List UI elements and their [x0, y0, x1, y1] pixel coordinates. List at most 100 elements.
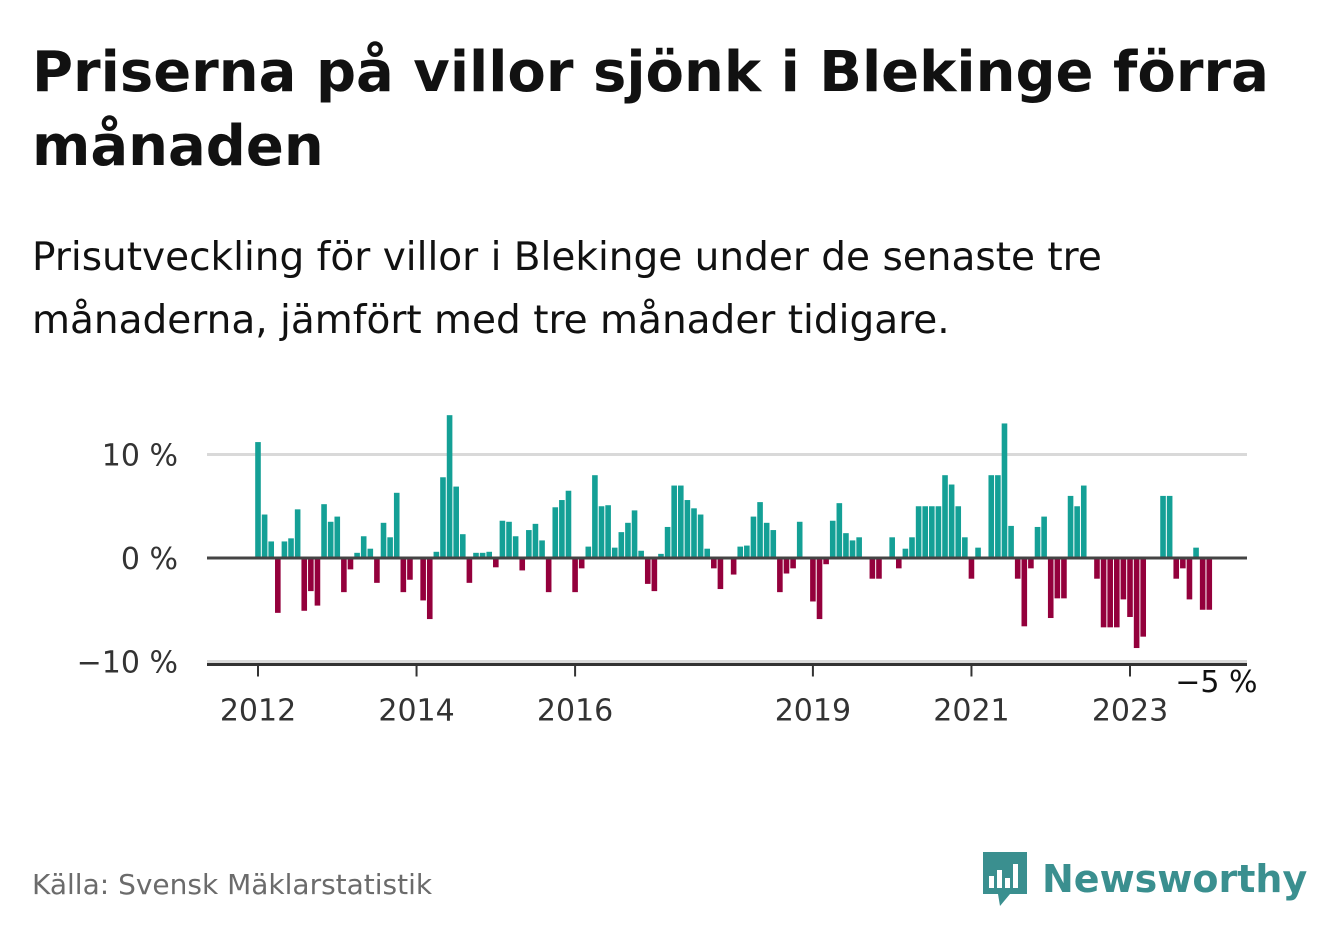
- bar: [585, 546, 592, 558]
- bar: [829, 520, 836, 558]
- bar: [281, 541, 288, 558]
- bar: [354, 552, 360, 558]
- bar: [895, 558, 902, 569]
- bar: [360, 536, 367, 558]
- bar: [1133, 558, 1140, 649]
- bar: [783, 558, 790, 574]
- bar: [592, 475, 598, 558]
- y-tick-label: −10 %: [77, 646, 178, 681]
- bar: [704, 548, 711, 558]
- bar: [380, 522, 387, 558]
- bar: [677, 485, 684, 558]
- bar: [929, 506, 935, 558]
- x-tick-label: 2019: [775, 694, 851, 729]
- bar: [763, 522, 770, 558]
- bar: [1107, 558, 1113, 628]
- bar-chart: 10 % 0 % −10 % 2012 2014 2016 2019 2021 2023−5 %: [77, 415, 1258, 729]
- bar: [902, 548, 909, 558]
- bar: [625, 522, 631, 558]
- bar: [1206, 558, 1213, 610]
- bar: [876, 558, 882, 579]
- bar: [466, 558, 473, 583]
- bar: [473, 552, 479, 558]
- bar: [1193, 547, 1199, 558]
- bar: [869, 558, 876, 579]
- bar: [988, 475, 995, 558]
- bar: [387, 537, 393, 558]
- bar: [1008, 525, 1014, 558]
- bar: [995, 475, 1001, 558]
- bar: [572, 558, 578, 593]
- newsworthy-logo-icon: [983, 852, 1027, 906]
- bar: [552, 507, 559, 558]
- bar: [1067, 495, 1074, 558]
- bar: [922, 506, 929, 558]
- bar: [433, 551, 440, 558]
- bar: [486, 551, 493, 558]
- axes: [207, 556, 1247, 677]
- y-tick-label: 0 %: [121, 542, 178, 577]
- bar: [1041, 516, 1047, 558]
- bar: [407, 558, 413, 580]
- bar: [757, 502, 763, 558]
- bar: [1199, 558, 1206, 610]
- bar: [849, 540, 856, 558]
- bar: [532, 523, 539, 558]
- bar: [1001, 423, 1008, 558]
- bar: [909, 537, 915, 558]
- bar: [935, 506, 942, 558]
- bar: [578, 558, 585, 569]
- bar: [565, 490, 572, 558]
- bar: [823, 558, 829, 565]
- brand[interactable]: Newsworthy: [980, 850, 1307, 908]
- bar: [1014, 558, 1021, 579]
- bar: [400, 558, 407, 593]
- x-tick-label: 2016: [537, 694, 613, 729]
- bar: [737, 546, 744, 558]
- bar: [1113, 558, 1120, 628]
- bar: [479, 552, 486, 558]
- bar: [638, 550, 644, 558]
- bar: [440, 477, 446, 558]
- bar: [796, 521, 803, 559]
- bar: [261, 514, 268, 558]
- bar: [1186, 558, 1193, 600]
- bar: [1054, 558, 1061, 599]
- bar: [611, 547, 618, 558]
- bar: [1100, 558, 1107, 628]
- bar: [790, 558, 796, 569]
- labels: 10 % 0 % −10 % 2012 2014 2016 2019 2021 2023−5 %: [77, 439, 1258, 729]
- x-tick-label: 2012: [220, 694, 296, 729]
- bar: [889, 537, 895, 558]
- bar: [1120, 558, 1127, 600]
- bar: [948, 484, 955, 558]
- bar: [1160, 495, 1166, 558]
- bar: [314, 558, 321, 606]
- bar: [915, 506, 922, 558]
- bar: [744, 545, 750, 558]
- bar: [559, 500, 565, 558]
- bar: [459, 534, 466, 558]
- bar: [499, 520, 506, 558]
- bar: [810, 558, 816, 602]
- bar: [691, 508, 697, 558]
- bar: [347, 558, 354, 570]
- bar: [341, 558, 347, 593]
- bar: [334, 516, 341, 558]
- bar: [605, 505, 611, 558]
- bar: [539, 540, 545, 558]
- bar: [618, 532, 625, 559]
- bar: [308, 558, 314, 592]
- bar: [1021, 558, 1028, 627]
- bar: [1173, 558, 1180, 579]
- bar: [777, 558, 783, 593]
- gridlines: [207, 453, 1247, 663]
- bar: [631, 510, 638, 558]
- brand-name: Newsworthy: [1042, 857, 1308, 901]
- bar: [942, 475, 948, 558]
- bar: [658, 553, 664, 558]
- bar: [255, 442, 261, 558]
- x-tick-label: 2021: [933, 694, 1009, 729]
- bar: [420, 558, 426, 601]
- bar: [367, 548, 374, 558]
